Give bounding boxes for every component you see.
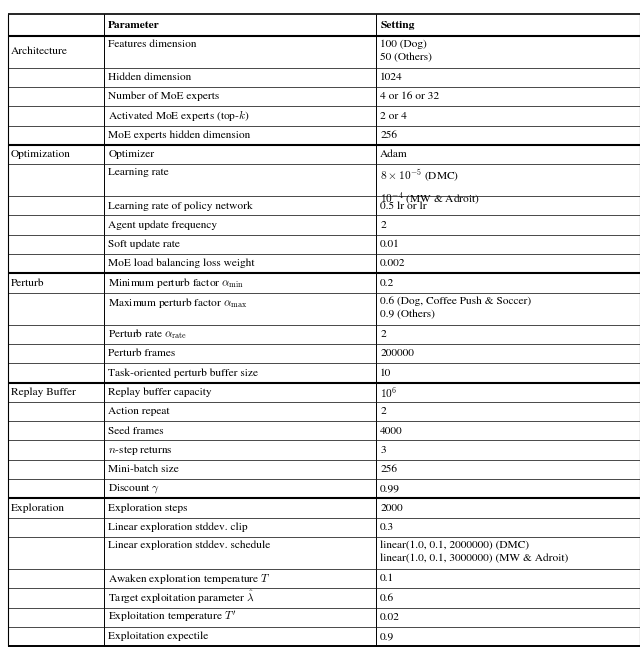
Text: linear(1.0, 0.1, 2000000) (DMC)
linear(1.0, 0.1, 3000000) (MW & Adroit): linear(1.0, 0.1, 2000000) (DMC) linear(1… (380, 540, 568, 563)
Text: $8 \times 10^{-5}$ (DMC)
$10^{-4}$ (MW & Adroit): $8 \times 10^{-5}$ (DMC) $10^{-4}$ (MW &… (380, 167, 480, 207)
Text: 256: 256 (380, 464, 397, 474)
Text: 0.01: 0.01 (380, 239, 400, 249)
Text: Exploration: Exploration (11, 503, 65, 513)
Text: Perturb: Perturb (11, 278, 44, 288)
Text: Learning rate of policy network: Learning rate of policy network (108, 201, 253, 211)
Text: Linear exploration stddev. clip: Linear exploration stddev. clip (108, 523, 248, 532)
Text: Exploitation expectile: Exploitation expectile (108, 632, 209, 642)
Text: Mini-batch size: Mini-batch size (108, 464, 179, 474)
Text: 3: 3 (380, 445, 386, 455)
Text: 2: 2 (380, 407, 386, 417)
Text: Seed frames: Seed frames (108, 426, 164, 436)
Text: Activated MoE experts (top-$k$): Activated MoE experts (top-$k$) (108, 109, 250, 124)
Text: Learning rate: Learning rate (108, 167, 169, 177)
Text: 256: 256 (380, 130, 397, 140)
Text: Parameter: Parameter (108, 20, 160, 29)
Text: 100 (Dog)
50 (Others): 100 (Dog) 50 (Others) (380, 39, 432, 62)
Text: 0.5 lr or lr: 0.5 lr or lr (380, 201, 427, 211)
Text: 0.02: 0.02 (380, 612, 400, 622)
Text: Adam: Adam (380, 150, 408, 160)
Text: 0.6: 0.6 (380, 593, 394, 603)
Text: Optimization: Optimization (11, 150, 71, 160)
Text: Optimizer: Optimizer (108, 150, 154, 160)
Text: Maximum perturb factor $\alpha_{\mathrm{max}}$: Maximum perturb factor $\alpha_{\mathrm{… (108, 296, 248, 310)
Text: 0.9: 0.9 (380, 632, 394, 642)
Text: Linear exploration stddev. schedule: Linear exploration stddev. schedule (108, 540, 271, 550)
Text: $10^6$: $10^6$ (380, 385, 397, 400)
Text: Replay Buffer: Replay Buffer (11, 387, 76, 397)
Text: Replay buffer capacity: Replay buffer capacity (108, 387, 212, 397)
Text: 0.6 (Dog, Coffee Push & Soccer)
0.9 (Others): 0.6 (Dog, Coffee Push & Soccer) 0.9 (Oth… (380, 296, 531, 319)
Text: 1024: 1024 (380, 73, 403, 82)
Text: Perturb frames: Perturb frames (108, 349, 175, 358)
Text: 2 or 4: 2 or 4 (380, 111, 407, 121)
Text: Hidden dimension: Hidden dimension (108, 73, 191, 82)
Text: 0.1: 0.1 (380, 574, 394, 583)
Text: 0.3: 0.3 (380, 523, 394, 532)
Text: 10: 10 (380, 368, 392, 378)
Text: 2: 2 (380, 330, 386, 339)
Text: 0.99: 0.99 (380, 484, 400, 494)
Text: Awaken exploration temperature $T$: Awaken exploration temperature $T$ (108, 572, 271, 585)
Text: MoE load balancing loss weight: MoE load balancing loss weight (108, 259, 255, 269)
Text: Setting: Setting (380, 20, 415, 29)
Text: Task-oriented perturb buffer size: Task-oriented perturb buffer size (108, 368, 258, 378)
Text: 4000: 4000 (380, 426, 403, 436)
Text: Exploration steps: Exploration steps (108, 503, 188, 513)
Text: Number of MoE experts: Number of MoE experts (108, 92, 220, 101)
Text: $n$-step returns: $n$-step returns (108, 443, 173, 456)
Text: Perturb rate $\alpha_{\mathrm{rate}}$: Perturb rate $\alpha_{\mathrm{rate}}$ (108, 327, 187, 341)
Text: 2000: 2000 (380, 503, 403, 513)
Text: Target exploitation parameter $\hat{\lambda}$: Target exploitation parameter $\hat{\lam… (108, 589, 255, 606)
Text: Agent update frequency: Agent update frequency (108, 220, 218, 230)
Text: MoE experts hidden dimension: MoE experts hidden dimension (108, 130, 250, 140)
Text: 0.2: 0.2 (380, 278, 394, 288)
Text: Soft update rate: Soft update rate (108, 239, 180, 249)
Text: 2: 2 (380, 220, 386, 230)
Text: 0.002: 0.002 (380, 259, 406, 269)
Text: 4 or 16 or 32: 4 or 16 or 32 (380, 92, 439, 101)
Text: Action repeat: Action repeat (108, 407, 170, 417)
Text: Features dimension: Features dimension (108, 39, 196, 48)
Text: Minimum perturb factor $\alpha_{\mathrm{min}}$: Minimum perturb factor $\alpha_{\mathrm{… (108, 276, 244, 290)
Text: Exploitation temperature $T'$: Exploitation temperature $T'$ (108, 610, 237, 625)
Text: 200000: 200000 (380, 349, 414, 358)
Text: Architecture: Architecture (11, 47, 68, 56)
Text: Discount $\gamma$: Discount $\gamma$ (108, 482, 160, 495)
